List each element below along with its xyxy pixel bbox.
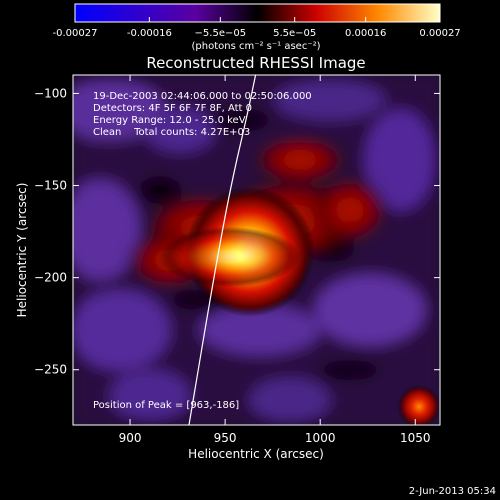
colorbar-tick-label: −5.5e−05 <box>195 28 247 39</box>
colorbar <box>74 3 441 23</box>
peak-position-label: Position of Peak = [963,-186] <box>93 400 239 411</box>
annotation-clean: Clean Total counts: 4.27E+03 <box>93 127 250 138</box>
y-tick-label: −250 <box>34 363 67 377</box>
secondary-source <box>397 384 440 425</box>
colorbar-ticks: -0.00027 -0.00016 −5.5e−05 5.5e−05 0.00016 0.… <box>53 17 461 39</box>
y-axis-label: Heliocentric Y (arcsec) <box>15 183 29 318</box>
x-axis-ticks: 900 950 1000 1050 <box>119 75 431 445</box>
x-axis-label: Heliocentric X (arcsec) <box>188 447 324 461</box>
y-tick-label: −200 <box>34 271 67 285</box>
colorbar-unit-label: (photons cm⁻² s⁻¹ asec⁻²) <box>191 41 320 52</box>
chart-title: Reconstructed RHESSI Image <box>146 54 365 72</box>
solar-limb-curve <box>188 75 257 425</box>
x-tick-label: 1050 <box>400 431 431 445</box>
colorbar-tick-label: 0.00016 <box>345 28 386 39</box>
peak-source-arm <box>159 226 300 287</box>
heatmap-image <box>73 75 440 425</box>
colorbar-tick-label: 5.5e−05 <box>273 28 316 39</box>
x-tick-label: 1000 <box>305 431 336 445</box>
annotation-detectors: Detectors: 4F 5F 6F 7F 8F, Att 0 <box>93 103 252 114</box>
x-tick-label: 950 <box>214 431 237 445</box>
colorbar-tick-label: 0.00027 <box>419 28 460 39</box>
y-tick-label: −100 <box>34 86 67 100</box>
colorbar-tick-label: -0.00027 <box>53 28 98 39</box>
plot-frame <box>72 74 441 426</box>
colorbar-tick-label: -0.00016 <box>127 28 172 39</box>
footer-date: 2-Jun-2013 05:34 <box>409 486 496 497</box>
y-axis-ticks: −100 −150 −200 −250 <box>34 86 440 377</box>
annotation-time: 19-Dec-2003 02:44:06.000 to 02:50:06.000 <box>93 91 312 102</box>
x-tick-label: 900 <box>119 431 142 445</box>
annotation-energy: Energy Range: 12.0 - 25.0 keV <box>93 115 246 126</box>
y-tick-label: −150 <box>34 179 67 193</box>
